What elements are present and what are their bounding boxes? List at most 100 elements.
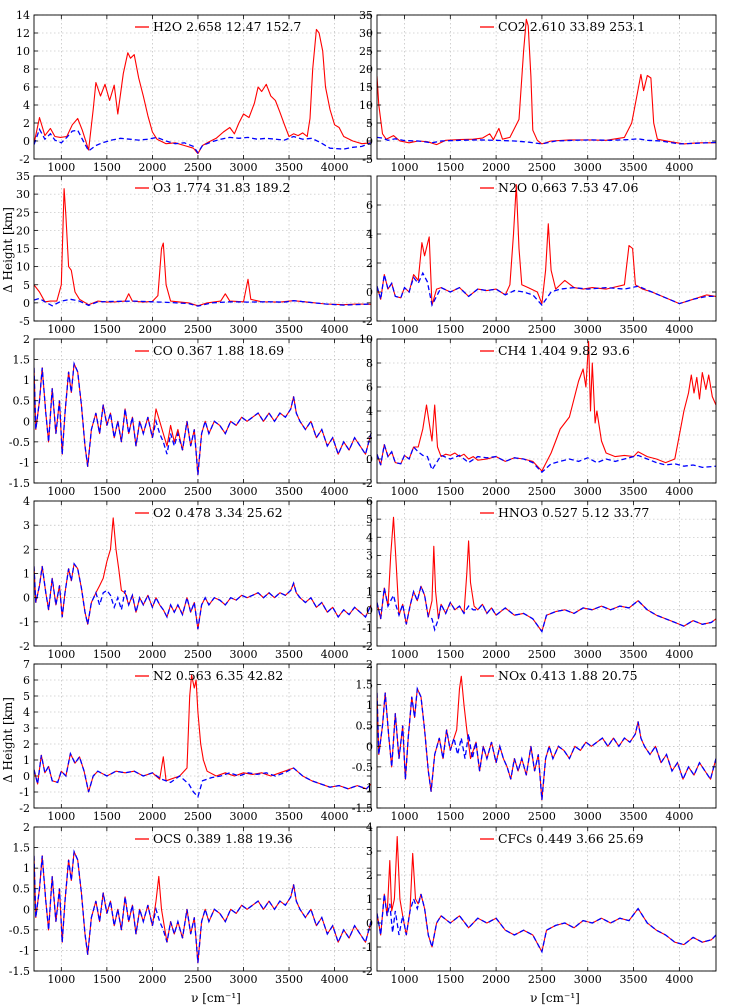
y-tick-label: 6 — [366, 381, 373, 394]
y-tick-label: -2 — [19, 802, 30, 815]
x-tick-label: 1500 — [436, 648, 464, 661]
x-tick-label: 3000 — [574, 973, 602, 986]
x-tick-label: 2500 — [528, 323, 556, 336]
y-tick-label: 10 — [359, 99, 373, 112]
x-tick-label: 2500 — [184, 810, 212, 823]
panel-o3: 1000 1500 2000 2500 3000 3500 4000-50510152025… — [16, 170, 372, 336]
x-tick-label: 3500 — [275, 323, 303, 336]
x-tick-label: 4000 — [321, 485, 349, 498]
x-tick-label: 4000 — [665, 323, 693, 336]
y-tick-label: 0.5 — [13, 883, 31, 896]
series-line-co — [34, 363, 371, 476]
y-tick-label: 25 — [359, 45, 373, 58]
x-tick-label: 2000 — [482, 973, 510, 986]
panel-ch4: 1000 1500 2000 2500 3000 3500 4000 -2 0 2 4 6 8 10 CH4… — [359, 333, 717, 498]
x-tick-label: 2000 — [138, 161, 166, 174]
series-group — [34, 849, 371, 964]
panel-ocs: 1000 1500 2000 2500 3000 3500 4000 -1.5 -1 -0.5 0 0… — [9, 821, 372, 986]
y-tick-label: 2 — [23, 543, 30, 556]
series-line-ch4 — [377, 340, 716, 472]
x-tick-label: 3500 — [620, 161, 648, 174]
x-axis-label-left: ν [cm⁻¹] — [191, 991, 241, 1005]
x-tick-label: 3500 — [620, 810, 648, 823]
y-tick-label: 25 — [16, 206, 30, 219]
x-tick-label: 2000 — [138, 485, 166, 498]
x-tick-label: 3500 — [275, 161, 303, 174]
panel-frame — [33, 826, 372, 972]
series-line-reference — [34, 127, 371, 154]
y-tick-label: 0.5 — [13, 395, 31, 408]
y-tick-label: 3 — [23, 519, 30, 532]
series-group — [377, 516, 716, 633]
legend-label: O2 0.478 3.34 25.62 — [153, 505, 283, 520]
x-tick-label: 3000 — [574, 648, 602, 661]
y-tick-label: 0 — [366, 453, 373, 466]
series-group — [34, 188, 371, 307]
x-tick-label: 4000 — [321, 810, 349, 823]
y-tick-label: 4 — [366, 228, 373, 241]
series-group — [34, 28, 371, 155]
x-tick-label: 1500 — [93, 485, 121, 498]
panel-cfcs: 1000 1500 2000 2500 3000 3500 4000 -2 -1 0 1 2 3 4 CFC… — [362, 821, 717, 986]
panel-hno3: 1000 1500 2000 2500 3000 3500 4000 -2 -1 0 1 2 3 4 5 6 H… — [362, 495, 717, 661]
y-tick-label: 8 — [23, 63, 30, 76]
x-tick-label: 4000 — [665, 973, 693, 986]
x-tick-label: 2000 — [138, 973, 166, 986]
y-tick-label: 8 — [366, 357, 373, 370]
x-tick-label: 1000 — [390, 973, 418, 986]
x-tick-label: 3500 — [620, 485, 648, 498]
y-tick-label: -1 — [19, 616, 30, 629]
series-group — [34, 674, 371, 799]
x-tick-label: 1500 — [436, 323, 464, 336]
panel-frame — [33, 663, 372, 809]
x-tick-label: 1000 — [390, 810, 418, 823]
y-tick-label: 12 — [16, 27, 30, 40]
y-tick-label: 30 — [359, 27, 373, 40]
x-tick-label: 1000 — [390, 648, 418, 661]
x-tick-label: 2500 — [528, 810, 556, 823]
y-tick-label: 0 — [366, 135, 373, 148]
y-tick-label: 30 — [16, 188, 30, 201]
series-line-reference — [377, 271, 716, 308]
y-tick-label: 15 — [16, 243, 30, 256]
panel-o2: 1000 1500 2000 2500 3000 3500 4000 -2 -1 0 1 2 3 4 O2 … — [19, 495, 372, 661]
series-group — [34, 517, 371, 630]
x-tick-label: 4000 — [665, 648, 693, 661]
x-tick-label: 3000 — [574, 161, 602, 174]
panel-n2o: 1000 1500 2000 2500 3000 3500 4000 -2 0 2 4 6 N2O 0.… — [362, 175, 717, 336]
x-tick-label: 1500 — [93, 648, 121, 661]
legend-label: N2O 0.663 7.53 47.06 — [498, 180, 639, 195]
series-line-reference — [377, 136, 716, 145]
y-axis-label-upper: Δ Height [km] — [1, 207, 15, 293]
x-tick-label: 1500 — [93, 323, 121, 336]
series-group — [377, 340, 716, 474]
y-tick-label: 14 — [16, 9, 30, 22]
panel-grid: 1000 1500 2000 2500 3000 3500 4000-20246810121… — [9, 9, 717, 986]
y-tick-label: -2 — [362, 477, 373, 490]
y-tick-label: -1 — [362, 941, 373, 954]
series-line-nox — [377, 675, 716, 801]
x-tick-label: 2000 — [482, 323, 510, 336]
x-tick-label: 3000 — [229, 648, 257, 661]
x-tick-label: 4000 — [665, 161, 693, 174]
y-tick-label: -1 — [19, 786, 30, 799]
x-tick-label: 4000 — [665, 485, 693, 498]
x-tick-label: 3000 — [229, 323, 257, 336]
x-tick-label: 1500 — [436, 485, 464, 498]
panel-frame — [376, 663, 717, 809]
y-tick-label: 2 — [23, 117, 30, 130]
y-tick-label: 3 — [366, 549, 373, 562]
y-tick-label: 1.5 — [13, 842, 31, 855]
x-tick-label: 3000 — [574, 485, 602, 498]
y-tick-label: 2 — [366, 658, 373, 671]
y-tick-label: 2 — [366, 568, 373, 581]
series-group — [377, 184, 716, 308]
y-tick-label: 0 — [23, 415, 30, 428]
x-tick-label: 1000 — [390, 323, 418, 336]
x-tick-label: 2500 — [528, 161, 556, 174]
x-tick-label: 2500 — [184, 973, 212, 986]
y-tick-label: 5 — [23, 279, 30, 292]
x-tick-label: 1000 — [47, 161, 75, 174]
y-tick-label: 6 — [366, 199, 373, 212]
panel-nox: 1000 1500 2000 2500 3000 3500 4000 -1.5 -1 -0.5 0 0… — [352, 658, 717, 823]
